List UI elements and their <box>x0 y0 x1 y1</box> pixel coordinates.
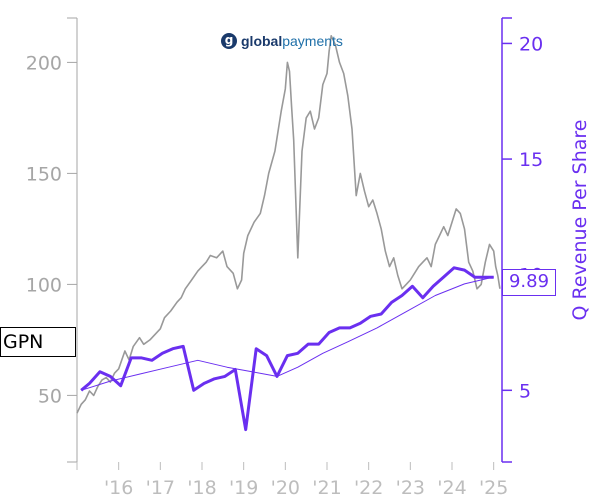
x-axis-tick-label: '23 <box>396 477 425 499</box>
x-axis-tick-label: '17 <box>146 477 175 499</box>
price-series-line <box>76 34 501 414</box>
revenue-series-line <box>80 266 494 432</box>
x-axis-tick-label: '24 <box>437 477 466 499</box>
x-axis-tick-label: '20 <box>271 477 300 499</box>
x-axis-tick-label: '22 <box>354 477 383 499</box>
x-axis-tick-label: '18 <box>187 477 216 499</box>
right-axis-tick-label: 20 <box>519 33 543 55</box>
x-axis-tick-label: '21 <box>312 477 341 499</box>
right-axis-tick-label: 15 <box>519 149 543 171</box>
revenue-trend-line <box>81 276 494 391</box>
company-logo: g global payments <box>221 33 343 49</box>
x-axis-tick-label: '25 <box>479 477 508 499</box>
left-axis-tick-label: 150 <box>26 163 62 185</box>
chart-series <box>76 34 501 432</box>
logo-name-bold: global <box>241 33 283 49</box>
right-axis-tick-label: 5 <box>519 380 531 402</box>
left-axis-tick-label: 200 <box>26 52 62 74</box>
last-value-badge: 9.89 <box>502 269 556 296</box>
ticker-label: GPN <box>0 327 76 357</box>
x-axis-tick-label: '16 <box>104 477 133 499</box>
left-axis-tick-label: 50 <box>38 385 62 407</box>
left-axis-tick-label: 100 <box>26 274 62 296</box>
logo-name-light: payments <box>282 33 343 49</box>
right-axis-label: Q Revenue Per Share <box>569 120 591 321</box>
chart-axes: 501001502005101520'16'17'18'19'20'21'22'… <box>26 17 543 499</box>
x-axis-tick-label: '19 <box>229 477 258 499</box>
logo-mark-icon: g <box>221 33 237 49</box>
